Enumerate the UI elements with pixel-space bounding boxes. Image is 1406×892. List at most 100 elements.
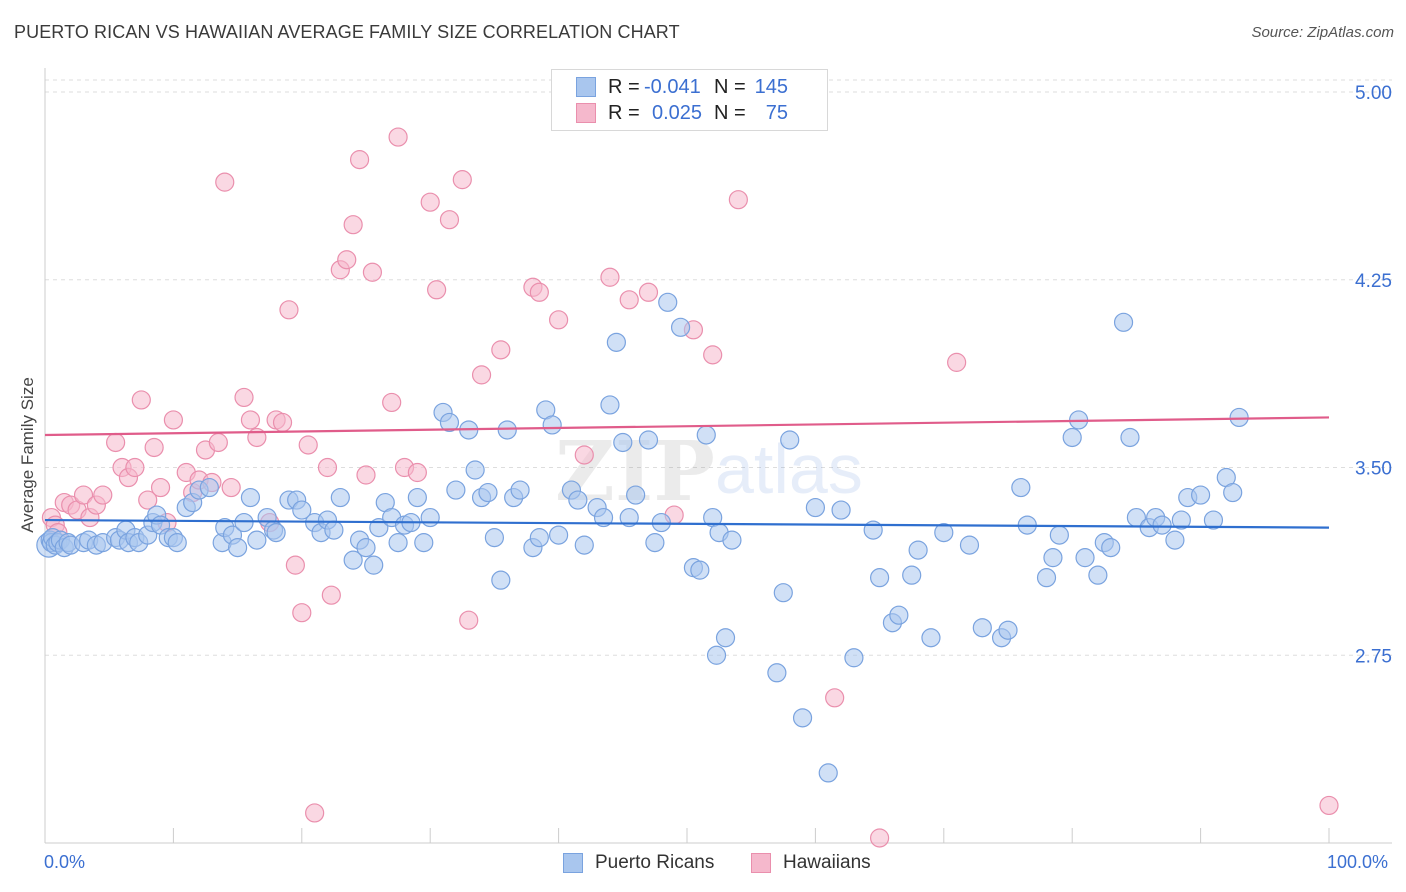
- hawaiian-point: [125, 457, 145, 478]
- y-tick-label: 4.25: [1355, 271, 1392, 292]
- puerto-rican-point: [356, 538, 376, 558]
- hawaiian-point: [221, 477, 241, 498]
- hawaiian-point: [272, 412, 293, 433]
- puerto-rican-point: [638, 430, 659, 450]
- puerto-rican-point: [626, 485, 646, 505]
- puerto-rican-point: [446, 480, 466, 500]
- puerto-rican-point: [690, 560, 710, 580]
- hawaiian-points: [41, 127, 1339, 848]
- puerto-rican-point: [613, 432, 633, 453]
- hawaiian-point: [728, 190, 748, 210]
- puerto-rican-point: [1036, 568, 1057, 588]
- puerto-rican-point: [658, 292, 678, 312]
- puerto-rican-point: [1152, 515, 1172, 535]
- hawaiian-point: [491, 340, 511, 360]
- chart-title: PUERTO RICAN VS HAWAIIAN AVERAGE FAMILY …: [14, 22, 680, 42]
- legend-swatch-blue: [563, 853, 583, 873]
- hawaiian-point: [215, 172, 235, 192]
- puerto-rican-point: [593, 507, 614, 528]
- y-tick-label: 5.00: [1355, 83, 1392, 104]
- hawaiian-point: [420, 192, 440, 212]
- x-tick-label-max: 100.0%: [1327, 852, 1389, 872]
- legend-label: Puerto Ricans: [595, 852, 715, 873]
- hawaiian-point: [825, 688, 845, 708]
- hawaiian-point: [279, 300, 299, 320]
- puerto-rican-point: [407, 487, 427, 508]
- puerto-rican-point: [706, 645, 727, 665]
- legend-n-label: N =: [714, 75, 746, 98]
- hawaiian-point: [349, 150, 370, 170]
- hawaiian-point: [459, 610, 479, 630]
- puerto-rican-point: [767, 663, 787, 683]
- puerto-rican-point: [818, 763, 838, 783]
- hawaiian-point: [574, 445, 594, 465]
- legend-swatch-pink: [576, 103, 596, 123]
- puerto-rican-point: [324, 520, 344, 540]
- puerto-rican-point: [959, 535, 980, 555]
- hawaiian-point: [619, 290, 639, 310]
- hawaiian-point: [343, 215, 363, 235]
- hawaiian-point: [163, 410, 183, 430]
- hawaiian-point: [234, 387, 254, 408]
- puerto-rican-point: [388, 533, 408, 553]
- puerto-rican-point: [1043, 548, 1063, 568]
- puerto-rican-point: [484, 528, 504, 548]
- puerto-rican-point: [1190, 485, 1211, 505]
- hawaiian-point: [298, 435, 318, 455]
- puerto-rican-point: [364, 555, 384, 575]
- hawaiian-point: [321, 585, 341, 605]
- puerto-rican-point: [1120, 427, 1140, 448]
- legend-r-value: 0.025: [652, 101, 703, 124]
- trend-lines: [44, 416, 1330, 529]
- legend-n-value: 75: [765, 101, 788, 124]
- hawaiian-point: [452, 170, 472, 190]
- puerto-rican-point: [542, 415, 562, 435]
- puerto-rican-point: [465, 460, 485, 480]
- hawaiian-point: [1319, 795, 1339, 816]
- legend-r-label: R =: [608, 101, 640, 124]
- hawaiian-point: [869, 828, 890, 848]
- puerto-rican-point: [696, 425, 716, 445]
- puerto-rican-point: [606, 332, 626, 352]
- hawaiian-point: [548, 310, 569, 330]
- puerto-rican-point: [228, 538, 248, 558]
- puerto-rican-point: [234, 512, 254, 533]
- puerto-rican-point: [1171, 510, 1191, 530]
- legend-item-hawaiians[interactable]: Hawaiians: [751, 852, 871, 874]
- puerto-rican-point: [1113, 312, 1134, 332]
- y-tick-label: 3.50: [1355, 459, 1392, 480]
- puerto-rican-point: [247, 530, 267, 550]
- hawaiian-trend-line: [44, 416, 1330, 437]
- legend-swatch-blue: [576, 77, 596, 97]
- source-label: Source: ZipAtlas.com: [1251, 24, 1394, 41]
- legend-swatch-pink: [751, 853, 771, 873]
- puerto-rican-point: [167, 533, 187, 553]
- puerto-rican-point: [330, 487, 350, 508]
- puerto-rican-point: [1011, 477, 1031, 498]
- y-tick-label: 2.75: [1355, 646, 1392, 667]
- puerto-rican-point: [199, 477, 219, 498]
- puerto-rican-point: [998, 620, 1018, 640]
- puerto-rican-point: [645, 533, 665, 553]
- puerto-rican-point: [1075, 548, 1095, 568]
- legend-row-puerto-ricans: R = -0.041 N = 145: [576, 75, 788, 99]
- puerto-rican-point: [921, 628, 941, 648]
- legend-item-puerto-ricans[interactable]: Puerto Ricans: [563, 852, 714, 874]
- puerto-rican-point: [491, 570, 511, 590]
- puerto-rican-point: [722, 530, 742, 550]
- hawaiian-point: [208, 432, 228, 453]
- legend-r-value: -0.041: [644, 75, 701, 98]
- hawaiian-point: [150, 477, 171, 498]
- hawaiian-point: [382, 392, 402, 413]
- hawaiian-point: [93, 485, 113, 505]
- hawaiian-point: [439, 210, 460, 230]
- legend-row-hawaiians: R = 0.025 N = 75: [576, 101, 788, 125]
- puerto-rican-point: [439, 412, 460, 433]
- series-legend: Puerto Ricans Hawaiians: [0, 852, 1406, 876]
- puerto-rican-point: [934, 522, 954, 543]
- hawaiian-point: [471, 365, 492, 385]
- legend-label: Hawaiians: [783, 852, 871, 873]
- puerto-rican-point: [574, 535, 594, 555]
- hawaiian-point: [407, 462, 427, 483]
- hawaiian-point: [703, 345, 723, 365]
